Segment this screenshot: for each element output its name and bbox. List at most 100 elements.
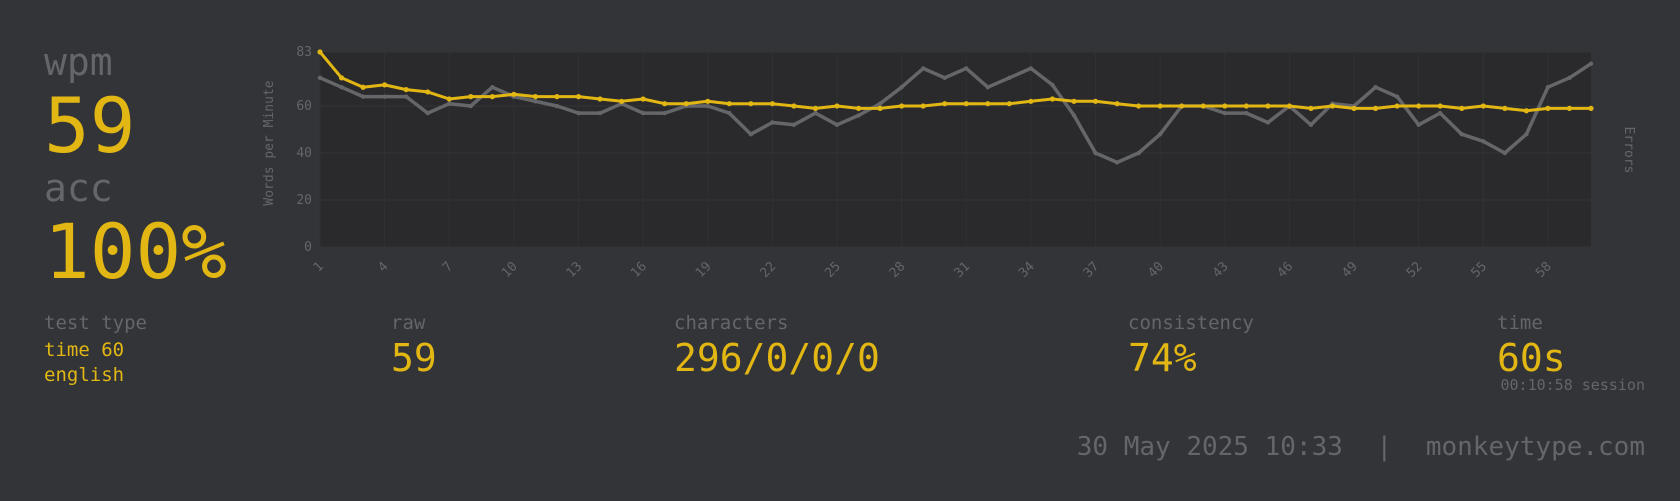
wpm-point	[1200, 103, 1206, 109]
acc-label: acc	[44, 166, 113, 210]
session-time: 00:10:58 session	[1500, 376, 1646, 394]
wpm-point	[317, 49, 323, 55]
raw-point	[1308, 122, 1314, 128]
raw-point	[834, 122, 840, 128]
footer-separator: |	[1376, 432, 1393, 462]
raw-point	[899, 85, 904, 90]
raw-point	[1007, 75, 1012, 81]
raw-point	[662, 110, 667, 116]
wpm-point	[382, 82, 388, 88]
x-tick-label: 55	[1468, 259, 1490, 281]
wpm-value: 59	[44, 81, 136, 170]
wpm-point	[554, 94, 560, 100]
raw-point	[1265, 120, 1271, 125]
wpm-point	[1308, 105, 1314, 111]
raw-point	[1244, 110, 1249, 116]
wpm-point	[575, 94, 582, 100]
wpm-point	[511, 91, 517, 97]
wpm-point	[705, 98, 711, 104]
raw-point	[813, 110, 818, 116]
x-tick-label: 16	[628, 259, 650, 281]
wpm-point	[1092, 98, 1099, 104]
wpm-point	[532, 94, 539, 100]
test-type-language[interactable]: english	[44, 364, 125, 386]
raw-point	[1093, 150, 1098, 156]
raw-value: 59	[391, 336, 437, 380]
acc-value: 100%	[44, 207, 228, 296]
y-axis-ticks: 0 20 40 60 83	[296, 45, 312, 255]
wpm-point	[769, 101, 775, 107]
x-tick-label: 46	[1275, 259, 1297, 281]
raw-point	[576, 110, 581, 116]
wpm-point	[812, 105, 819, 111]
time-label: time	[1497, 312, 1543, 334]
wpm-point	[618, 98, 625, 104]
raw-point	[748, 132, 754, 137]
raw-point	[533, 99, 538, 104]
wpm-point	[1566, 105, 1573, 111]
y-tick-label: 0	[304, 240, 312, 255]
x-tick-label: 7	[440, 259, 456, 275]
x-tick-label: 34	[1016, 259, 1038, 281]
raw-point	[1459, 132, 1464, 137]
plot-area	[320, 52, 1591, 247]
raw-point	[1394, 94, 1400, 99]
wpm-point	[1523, 108, 1529, 114]
y-tick-label: 60	[296, 99, 312, 114]
raw-point	[1545, 85, 1551, 90]
raw-point	[856, 113, 861, 118]
wpm-chart: 0 20 40 60 83 1 4 7 10 13 16 19 22 25 28 31 34 37 40 43 46 4…	[262, 45, 1636, 281]
footer: 30 May 2025 10:33 | monkeytype.com	[1077, 431, 1645, 463]
raw-point	[727, 110, 732, 116]
raw-point	[425, 110, 430, 116]
wpm-point	[834, 103, 840, 109]
wpm-point	[1437, 103, 1443, 109]
raw-point	[317, 75, 323, 81]
raw-point	[447, 101, 452, 106]
consistency-label: consistency	[1128, 312, 1254, 334]
y-tick-label: 40	[296, 146, 312, 161]
wpm-point	[425, 89, 431, 95]
x-tick-label: 13	[564, 259, 586, 281]
wpm-point	[985, 101, 991, 107]
wpm-point	[489, 94, 495, 100]
raw-point	[1157, 132, 1163, 137]
test-type-mode[interactable]: time 60	[44, 339, 125, 361]
chart-series	[317, 49, 1594, 165]
x-tick-label: 49	[1339, 259, 1361, 281]
wpm-point	[360, 84, 366, 90]
raw-point	[1524, 132, 1529, 137]
x-tick-label: 58	[1533, 259, 1555, 281]
x-tick-label: 4	[375, 259, 391, 275]
wpm-point	[1372, 105, 1379, 111]
wpm-point	[1416, 103, 1422, 109]
raw-point	[705, 103, 710, 109]
raw-point	[640, 110, 646, 116]
x-tick-label: 22	[758, 259, 780, 281]
raw-series-line	[318, 61, 1593, 165]
y2-axis-label: Errors	[1621, 127, 1636, 174]
footer-site[interactable]: monkeytype.com	[1425, 432, 1645, 462]
x-tick-label: 25	[822, 259, 844, 281]
wpm-point	[683, 101, 689, 107]
wpm-point	[1502, 105, 1508, 111]
raw-point	[360, 94, 366, 99]
wpm-point	[1222, 103, 1228, 109]
wpm-point	[1351, 105, 1357, 111]
raw-point	[877, 101, 883, 106]
x-tick-label: 37	[1081, 259, 1103, 281]
wpm-point	[855, 105, 862, 111]
wpm-point	[1071, 98, 1077, 104]
raw-point	[1114, 160, 1120, 165]
raw-point	[1222, 110, 1227, 116]
wpm-point	[920, 103, 926, 109]
wpm-point	[446, 96, 452, 102]
raw-point	[1028, 66, 1034, 71]
wpm-point	[338, 75, 345, 81]
wpm-point	[899, 103, 905, 109]
wpm-point	[1265, 103, 1271, 109]
x-tick-label: 28	[887, 259, 909, 281]
raw-point	[339, 85, 344, 90]
wpm-point	[877, 105, 883, 111]
wpm-point	[1480, 103, 1486, 109]
